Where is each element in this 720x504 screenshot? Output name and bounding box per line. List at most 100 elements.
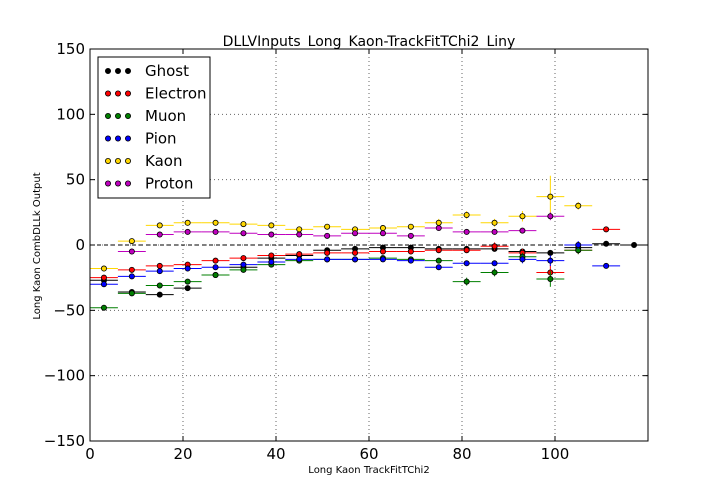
data-point <box>212 264 219 271</box>
data-point <box>519 213 526 220</box>
data-point <box>100 281 107 288</box>
data-point <box>184 219 191 226</box>
data-point <box>268 258 275 265</box>
data-point <box>156 222 163 229</box>
data-point <box>379 248 386 255</box>
data-point <box>379 230 386 237</box>
data-point <box>463 260 470 267</box>
data-point <box>268 222 275 229</box>
y-tick-label: −100 <box>44 367 85 385</box>
data-point <box>463 228 470 235</box>
legend-marker <box>105 113 112 120</box>
data-point <box>547 249 554 256</box>
data-point <box>212 219 219 226</box>
x-tick-label: 80 <box>452 445 471 463</box>
y-axis-label: Long Kaon CombDLLk Output <box>32 172 43 319</box>
data-point <box>156 268 163 275</box>
data-point <box>491 228 498 235</box>
legend-marker <box>115 90 122 97</box>
legend-marker <box>125 90 132 97</box>
data-point <box>631 241 638 248</box>
data-point <box>491 219 498 226</box>
data-point <box>547 257 554 264</box>
data-point <box>463 278 470 285</box>
data-point <box>435 219 442 226</box>
y-tick-label: 0 <box>75 236 85 254</box>
axis-ticks: 0 20 40 60 80 100 −150 −100 −50 0 50 100 150 <box>44 40 648 463</box>
data-point <box>156 262 163 269</box>
data-point <box>100 265 107 272</box>
data-point <box>128 266 135 273</box>
data-point <box>435 257 442 264</box>
data-point <box>603 226 610 233</box>
data-point <box>212 272 219 279</box>
data-point <box>407 257 414 264</box>
data-point <box>603 262 610 269</box>
data-point <box>128 238 135 245</box>
data-point <box>491 260 498 267</box>
series-pion <box>90 241 621 288</box>
series-layer <box>90 175 648 311</box>
series-electron <box>90 226 621 281</box>
data-point <box>491 269 498 276</box>
data-point <box>156 231 163 238</box>
legend-box <box>97 56 211 199</box>
y-tick-label: −50 <box>53 301 85 319</box>
data-point <box>156 291 163 298</box>
x-tick-label: 40 <box>266 445 285 463</box>
data-point <box>156 282 163 289</box>
legend-marker <box>105 68 112 75</box>
data-point <box>212 257 219 264</box>
data-point <box>352 256 359 263</box>
data-point <box>547 193 554 200</box>
x-tick-label: 100 <box>541 445 570 463</box>
data-point <box>575 241 582 248</box>
data-point <box>379 256 386 263</box>
data-point <box>435 264 442 271</box>
data-point <box>407 232 414 239</box>
data-point <box>240 266 247 273</box>
data-point <box>324 223 331 230</box>
data-point <box>463 247 470 254</box>
data-point <box>407 248 414 255</box>
legend-marker <box>115 157 122 164</box>
legend-marker <box>115 113 122 120</box>
data-point <box>352 249 359 256</box>
data-point <box>379 225 386 232</box>
y-tick-label: 100 <box>56 105 85 123</box>
data-point <box>463 211 470 218</box>
data-point <box>212 228 219 235</box>
legend-label-kaon: Kaon <box>145 152 182 170</box>
series-proton <box>117 212 565 255</box>
legend-marker <box>105 157 112 164</box>
x-tick-label: 0 <box>85 445 95 463</box>
data-point <box>268 252 275 259</box>
data-point <box>575 202 582 209</box>
data-point <box>296 231 303 238</box>
series-kaon <box>90 175 593 272</box>
legend-label-electron: Electron <box>145 85 207 103</box>
data-point <box>519 256 526 263</box>
data-point <box>324 256 331 263</box>
legend-marker <box>125 68 132 75</box>
data-point <box>324 249 331 256</box>
legend-label-pion: Pion <box>145 130 177 148</box>
data-point <box>547 213 554 220</box>
data-point <box>184 278 191 285</box>
data-point <box>324 232 331 239</box>
data-point <box>296 251 303 258</box>
data-point <box>603 240 610 247</box>
data-point <box>184 265 191 272</box>
legend-label-muon: Muon <box>145 107 186 125</box>
data-point <box>240 221 247 228</box>
data-point <box>352 230 359 237</box>
data-point <box>100 304 107 311</box>
x-axis-label: Long Kaon TrackFitTChi2 <box>308 465 429 476</box>
data-point <box>407 223 414 230</box>
data-point <box>128 248 135 255</box>
data-point <box>435 247 442 254</box>
data-point <box>491 243 498 250</box>
data-point <box>100 274 107 281</box>
data-point <box>296 256 303 263</box>
